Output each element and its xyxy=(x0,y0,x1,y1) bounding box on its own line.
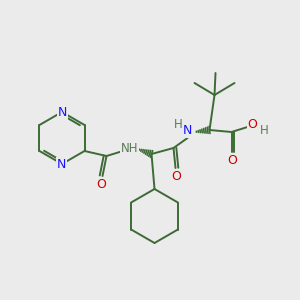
Text: O: O xyxy=(228,154,238,167)
Text: N: N xyxy=(58,106,67,118)
Text: O: O xyxy=(97,178,106,191)
Text: N: N xyxy=(57,158,66,170)
Text: H: H xyxy=(174,118,183,130)
Text: O: O xyxy=(172,170,182,184)
Text: NH: NH xyxy=(121,142,138,154)
Text: O: O xyxy=(248,118,257,131)
Text: H: H xyxy=(260,124,269,136)
Text: N: N xyxy=(183,124,192,136)
